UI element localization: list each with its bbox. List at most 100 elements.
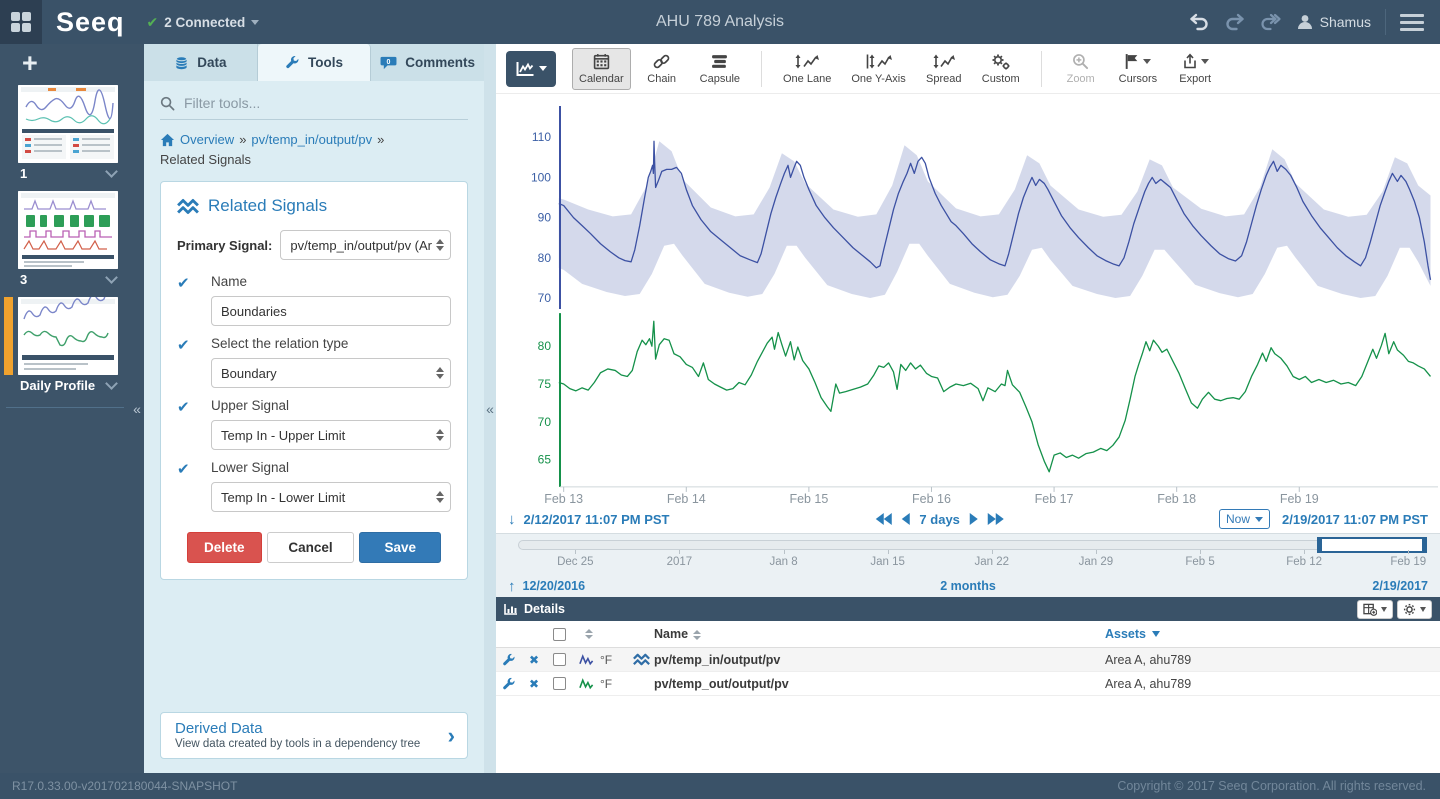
breadcrumb-signal[interactable]: pv/temp_in/output/pv	[251, 132, 373, 147]
range-start[interactable]: 2/12/2017 11:07 PM PST	[523, 511, 670, 527]
spread-button[interactable]: Spread	[919, 48, 969, 90]
tab-data[interactable]: Data	[144, 44, 258, 81]
chevron-down-icon[interactable]	[105, 271, 118, 284]
scrubber-track[interactable]	[518, 540, 1426, 550]
export-button[interactable]: Export	[1170, 48, 1220, 90]
table-row[interactable]: ✖ °F pv/temp_in/output/pv Area A, ahu789	[496, 648, 1440, 672]
range-duration[interactable]: 7 days	[919, 511, 960, 527]
one-lane-button[interactable]: One Lane	[776, 48, 838, 90]
top-bar: Seeq ✔ 2 Connected AHU 789 Analysis Sham…	[0, 0, 1440, 44]
check-icon: ✔	[177, 337, 190, 354]
svg-text:70: 70	[538, 291, 552, 305]
worksheet-item-daily-profile[interactable]: Daily Profile	[4, 297, 118, 399]
toolbar-label: Chain	[647, 72, 677, 85]
workbook-title: AHU 789 Analysis	[655, 13, 785, 30]
primary-signal-select[interactable]: pv/temp_in/output/pv (Area A, ah	[280, 230, 451, 260]
hamburger-menu-icon[interactable]	[1400, 10, 1424, 35]
investigate-duration[interactable]: 2 months	[940, 579, 996, 593]
svg-text:Feb 16: Feb 16	[912, 492, 951, 505]
table-row[interactable]: ✖ °F pv/temp_out/output/pv Area A, ahu78…	[496, 672, 1440, 696]
step-back-button[interactable]	[901, 513, 910, 525]
view-mode-dropdown[interactable]	[506, 50, 556, 87]
topbar-separator	[1385, 9, 1386, 35]
svg-text:75: 75	[538, 377, 552, 391]
chevron-down-icon	[1200, 59, 1209, 64]
export-icon	[1183, 53, 1196, 69]
investigate-start[interactable]: 12/20/2016	[522, 579, 586, 593]
sidebar-collapse-handle[interactable]: «	[130, 44, 144, 773]
toolbar-label: Capsule	[699, 72, 740, 85]
range-end[interactable]: 2/19/2017 11:07 PM PST	[1282, 511, 1428, 527]
add-worksheet-button[interactable]: +	[22, 48, 38, 78]
name-input[interactable]	[211, 296, 451, 326]
filter-tools-input[interactable]	[184, 95, 468, 111]
signal-name[interactable]: pv/temp_in/output/pv	[654, 652, 781, 667]
save-button[interactable]: Save	[359, 532, 441, 563]
worksheet-item-1[interactable]: 1	[18, 85, 118, 187]
custom-button[interactable]: Custom	[975, 48, 1027, 90]
name-column-header[interactable]: Name	[654, 627, 1105, 641]
derived-data-link[interactable]: Derived Data View data created by tools …	[160, 712, 468, 759]
chain-button[interactable]: Chain	[637, 48, 687, 90]
home-icon[interactable]	[160, 133, 175, 147]
cancel-button[interactable]: Cancel	[267, 532, 354, 563]
step-back-range-icon[interactable]: ↓	[508, 510, 516, 528]
cursors-button[interactable]: Cursors	[1112, 48, 1165, 90]
wrench-icon[interactable]	[502, 653, 516, 667]
remove-signal-icon[interactable]: ✖	[528, 652, 540, 667]
one-y-axis-button[interactable]: One Y-Axis	[844, 48, 912, 90]
tools-panel-collapse-handle[interactable]: «	[484, 44, 496, 773]
chevron-down-icon	[251, 19, 260, 25]
connection-label: 2 Connected	[164, 14, 246, 30]
connection-status-dropdown[interactable]: ✔ 2 Connected	[147, 14, 260, 31]
wrench-icon[interactable]	[502, 677, 516, 691]
row-checkbox[interactable]	[552, 677, 566, 690]
sort-icon	[693, 629, 702, 640]
calendar-button[interactable]: Calendar	[572, 47, 631, 90]
expand-range-icon[interactable]: ↑	[508, 577, 516, 595]
tab-tools[interactable]: Tools	[257, 44, 372, 81]
details-settings-button[interactable]	[1397, 599, 1432, 619]
lower-signal-select[interactable]: Temp In - Lower Limit	[211, 482, 451, 512]
svg-text:0: 0	[387, 59, 391, 66]
investigate-range-row: ↑ 12/20/2016 2 months 2/19/2017	[496, 575, 1440, 597]
step-forward-button[interactable]	[969, 513, 978, 525]
capsule-button[interactable]: Capsule	[693, 48, 747, 90]
chevron-down-icon[interactable]	[105, 377, 118, 390]
trend-chart[interactable]: 110 100 90 80 70 80 75 70 65 Feb 13 Feb 14 Feb 15 Fe…	[496, 94, 1440, 505]
tab-comments[interactable]: 0 Comments	[371, 44, 484, 81]
investigate-end[interactable]: 2/19/2017	[1372, 579, 1428, 593]
worksheet-item-3[interactable]: 3	[18, 191, 118, 293]
upper-signal-select[interactable]: Temp In - Upper Limit	[211, 420, 451, 450]
chevron-down-icon[interactable]	[105, 165, 118, 178]
redo-all-icon[interactable]	[1260, 12, 1282, 32]
select-all-checkbox[interactable]	[552, 627, 566, 641]
step-forward-fast-button[interactable]	[987, 513, 1004, 525]
details-panel: Details Name Assets	[496, 597, 1440, 773]
assets-column-header[interactable]: Assets	[1105, 627, 1440, 641]
primary-signal-label: Primary Signal:	[177, 237, 273, 253]
connected-check-icon: ✔	[146, 13, 159, 30]
now-label: Now	[1226, 512, 1251, 526]
relation-type-select[interactable]: Boundary	[211, 358, 451, 388]
sort-icon[interactable]	[584, 629, 593, 639]
user-menu[interactable]: Shamus	[1296, 13, 1371, 31]
step-back-fast-button[interactable]	[875, 513, 892, 525]
scrubber-selection[interactable]	[1317, 537, 1427, 553]
svg-text:65: 65	[538, 453, 552, 467]
toolbar-label: Spread	[926, 72, 962, 85]
breadcrumb-overview[interactable]: Overview	[180, 132, 235, 147]
now-button[interactable]: Now	[1219, 509, 1271, 529]
row-checkbox[interactable]	[552, 653, 566, 666]
comment-bubble-icon: 0	[380, 56, 397, 70]
delete-button[interactable]: Delete	[187, 532, 262, 563]
svg-text:Feb 19: Feb 19	[1280, 492, 1319, 505]
remove-signal-icon[interactable]: ✖	[528, 676, 540, 691]
home-grid-button[interactable]	[0, 0, 42, 44]
undo-icon[interactable]	[1188, 12, 1210, 32]
signal-name[interactable]: pv/temp_out/output/pv	[654, 676, 789, 691]
scrubber-tick-label: Feb 12	[1286, 556, 1323, 568]
add-column-button[interactable]	[1357, 599, 1393, 619]
redo-icon[interactable]	[1224, 12, 1246, 32]
